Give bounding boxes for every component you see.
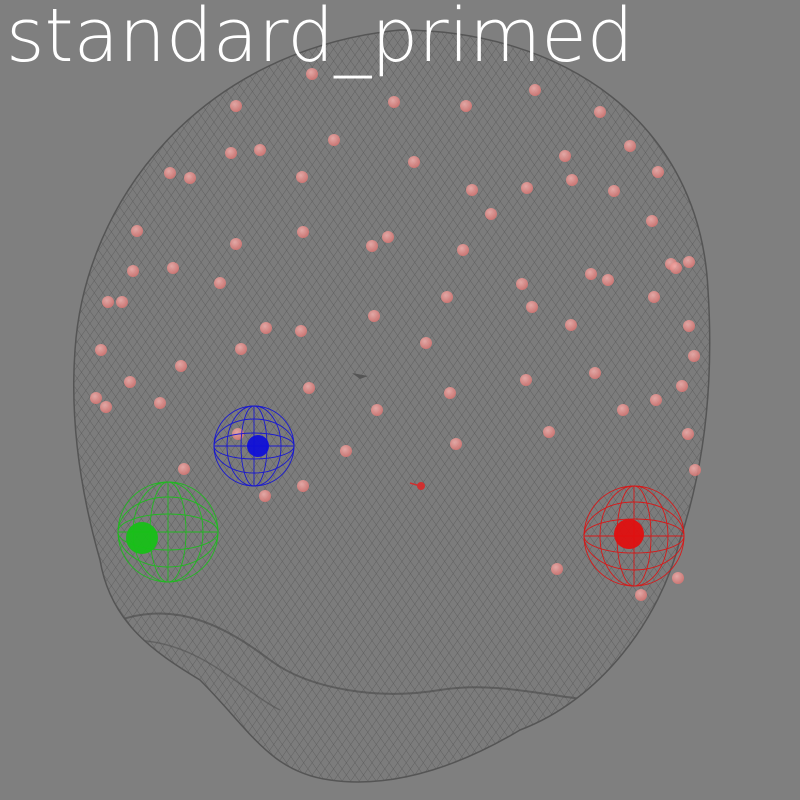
electrode-dot[interactable] — [457, 244, 469, 256]
center-marker — [352, 373, 368, 379]
electrode-dot[interactable] — [254, 144, 266, 156]
electrode-dot[interactable] — [303, 382, 315, 394]
electrode-dot[interactable] — [214, 277, 226, 289]
electrode-dot[interactable] — [585, 268, 597, 280]
electrode-dot[interactable] — [328, 134, 340, 146]
nasion-fiducial-marker[interactable] — [213, 405, 295, 487]
electrode-dot[interactable] — [100, 401, 112, 413]
scene-title: standard_primed — [6, 0, 634, 79]
electrode-dot[interactable] — [444, 387, 456, 399]
electrode-dot[interactable] — [368, 310, 380, 322]
electrode-dot[interactable] — [450, 438, 462, 450]
electrode-dot[interactable] — [682, 428, 694, 440]
electrode-dot[interactable] — [485, 208, 497, 220]
electrode-dot[interactable] — [297, 226, 309, 238]
electrode-dot[interactable] — [648, 291, 660, 303]
electrode-dot[interactable] — [131, 225, 143, 237]
electrode-dot[interactable] — [650, 394, 662, 406]
electrode-dot[interactable] — [95, 344, 107, 356]
electrode-dot[interactable] — [683, 256, 695, 268]
electrode-dot[interactable] — [295, 325, 307, 337]
electrode-dot[interactable] — [382, 231, 394, 243]
electrode-dot[interactable] — [683, 320, 695, 332]
electrode-dot[interactable] — [594, 106, 606, 118]
electrode-dot[interactable] — [672, 572, 684, 584]
right-fiducial-icon — [614, 519, 644, 549]
electrode-dot[interactable] — [296, 171, 308, 183]
electrode-dot[interactable] — [466, 184, 478, 196]
electrode-dot[interactable] — [608, 185, 620, 197]
electrode-dot[interactable] — [225, 147, 237, 159]
electrode-dot[interactable] — [116, 296, 128, 308]
electrode-dot[interactable] — [235, 343, 247, 355]
electrode-dot[interactable] — [565, 319, 577, 331]
right-fiducial-marker[interactable] — [583, 485, 685, 587]
electrode-dot[interactable] — [340, 445, 352, 457]
electrode-dot[interactable] — [420, 337, 432, 349]
electrode-dot[interactable] — [306, 68, 318, 80]
electrode-dot[interactable] — [521, 182, 533, 194]
electrode-dot[interactable] — [460, 100, 472, 112]
electrode-dot[interactable] — [388, 96, 400, 108]
electrode-dot[interactable] — [566, 174, 578, 186]
electrode-dot[interactable] — [516, 278, 528, 290]
electrode-dot[interactable] — [260, 322, 272, 334]
electrode-dot[interactable] — [366, 240, 378, 252]
electrode-dot[interactable] — [230, 100, 242, 112]
electrode-dot[interactable] — [371, 404, 383, 416]
electrode-dot[interactable] — [543, 426, 555, 438]
electrode-dot[interactable] — [297, 480, 309, 492]
electrode-dot[interactable] — [184, 172, 196, 184]
electrode-dot[interactable] — [670, 262, 682, 274]
electrode-dot[interactable] — [259, 490, 271, 502]
electrode-dot[interactable] — [635, 589, 647, 601]
electrode-dot[interactable] — [520, 374, 532, 386]
electrode-dot[interactable] — [617, 404, 629, 416]
electrode-dot[interactable] — [529, 84, 541, 96]
electrode-dot[interactable] — [551, 563, 563, 575]
nasion-fiducial-icon — [247, 435, 269, 457]
electrode-dot[interactable] — [441, 291, 453, 303]
electrode-dot[interactable] — [602, 274, 614, 286]
electrode-dot[interactable] — [624, 140, 636, 152]
electrode-dot[interactable] — [124, 376, 136, 388]
electrode-dot[interactable] — [167, 262, 179, 274]
electrode-dot[interactable] — [154, 397, 166, 409]
electrode-dot[interactable] — [589, 367, 601, 379]
electrode-dot[interactable] — [526, 301, 538, 313]
electrode-dot[interactable] — [90, 392, 102, 404]
electrode-dot[interactable] — [676, 380, 688, 392]
electrode-dot[interactable] — [689, 464, 701, 476]
origin-marker — [409, 482, 425, 490]
electrode-dot[interactable] — [646, 215, 658, 227]
electrode-dot[interactable] — [127, 265, 139, 277]
left-fiducial-marker[interactable] — [117, 481, 219, 583]
electrode-dot[interactable] — [102, 296, 114, 308]
electrode-markers — [90, 68, 701, 601]
electrode-dot[interactable] — [175, 360, 187, 372]
electrode-dot[interactable] — [408, 156, 420, 168]
electrode-dot[interactable] — [178, 463, 190, 475]
electrode-dot[interactable] — [559, 150, 571, 162]
electrode-dot[interactable] — [230, 238, 242, 250]
electrode-dot[interactable] — [652, 166, 664, 178]
left-fiducial-icon — [126, 522, 158, 554]
electrode-dot[interactable] — [164, 167, 176, 179]
electrode-dot[interactable] — [688, 350, 700, 362]
